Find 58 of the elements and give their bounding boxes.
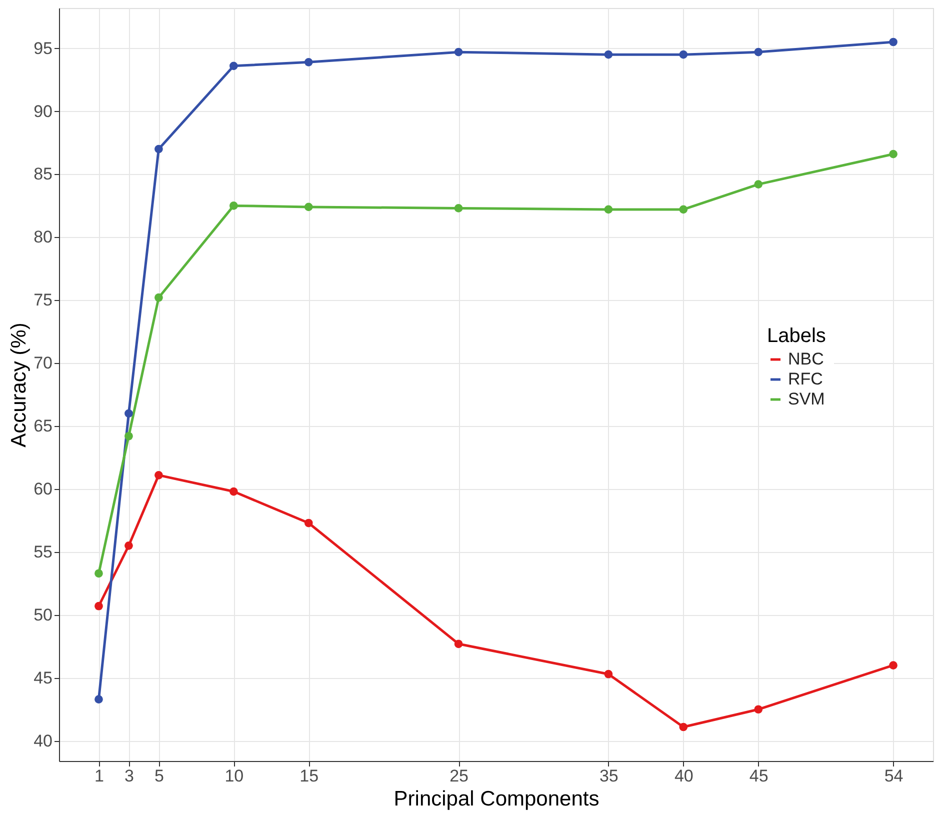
point bbox=[679, 50, 688, 59]
point bbox=[94, 602, 103, 610]
x-tick-label: 54 bbox=[884, 766, 904, 786]
x-tick-label: 45 bbox=[749, 766, 768, 786]
legend-label: RFC bbox=[788, 370, 823, 388]
x-tick-label: 5 bbox=[154, 766, 164, 786]
point bbox=[304, 58, 313, 66]
y-tick-label: 60 bbox=[34, 480, 52, 499]
point bbox=[889, 661, 898, 670]
x-tick-label: 3 bbox=[124, 766, 134, 786]
point bbox=[754, 48, 763, 56]
x-tick-label: 1 bbox=[94, 766, 104, 786]
y-tick-label: 85 bbox=[34, 164, 52, 184]
y-tick-label: 40 bbox=[34, 731, 52, 750]
y-tick-label: 45 bbox=[34, 668, 52, 688]
point bbox=[304, 202, 313, 212]
point bbox=[454, 640, 463, 648]
y-tick-label: 95 bbox=[34, 38, 52, 58]
point bbox=[94, 569, 103, 578]
point bbox=[889, 38, 898, 46]
point bbox=[454, 204, 463, 212]
point bbox=[304, 518, 313, 528]
y-tick-label: 70 bbox=[34, 354, 52, 373]
x-tick-label: 15 bbox=[300, 766, 319, 786]
y-tick-label: 65 bbox=[34, 416, 52, 436]
point bbox=[229, 487, 238, 496]
x-axis-title: Principal Components bbox=[394, 788, 600, 810]
y-tick-label: 55 bbox=[34, 542, 52, 562]
point bbox=[229, 202, 238, 210]
point bbox=[154, 144, 163, 154]
point bbox=[124, 432, 133, 440]
point bbox=[154, 470, 163, 480]
point bbox=[229, 62, 238, 70]
y-axis-title: Accuracy (%) bbox=[8, 322, 31, 448]
x-tick-label: 10 bbox=[224, 766, 244, 786]
point bbox=[754, 180, 763, 188]
point bbox=[679, 205, 688, 214]
y-tick-label: 75 bbox=[34, 290, 52, 310]
point bbox=[754, 705, 763, 714]
point bbox=[124, 542, 133, 550]
point bbox=[604, 205, 613, 214]
point bbox=[94, 695, 103, 704]
legend-label: SVM bbox=[788, 390, 825, 408]
point bbox=[124, 409, 133, 418]
x-tick-label: 35 bbox=[599, 766, 618, 786]
point bbox=[679, 722, 688, 732]
legend-label: NBC bbox=[788, 350, 824, 368]
point bbox=[604, 670, 613, 678]
y-tick-label: 90 bbox=[34, 102, 52, 121]
point bbox=[604, 50, 613, 59]
point bbox=[154, 293, 163, 302]
x-tick-label: 25 bbox=[450, 766, 468, 786]
legend-title: Labels bbox=[767, 325, 826, 347]
y-tick-label: 50 bbox=[34, 605, 52, 624]
x-tick-label: 40 bbox=[674, 766, 694, 786]
point bbox=[454, 48, 463, 56]
point bbox=[889, 150, 898, 158]
y-tick-label: 80 bbox=[34, 228, 52, 247]
